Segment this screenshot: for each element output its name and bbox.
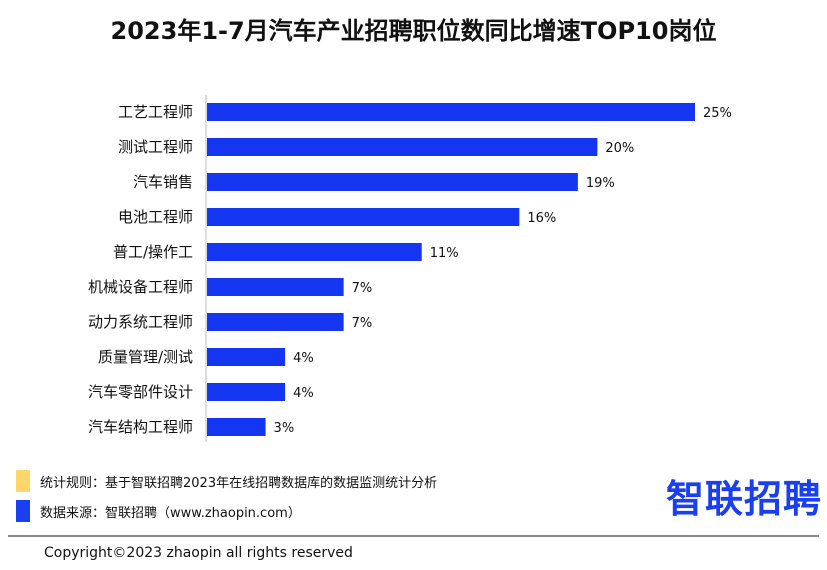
bar xyxy=(207,138,598,156)
bar xyxy=(207,208,520,226)
legend-swatch-blue xyxy=(16,500,30,522)
bar xyxy=(207,103,695,121)
category-label: 动力系统工程师 xyxy=(88,313,193,331)
chart-title: 2023年1-7月汽车产业招聘职位数同比增速TOP10岗位 xyxy=(110,17,717,45)
legend-swatch-yellow xyxy=(16,470,30,492)
category-label: 质量管理/测试 xyxy=(98,348,193,366)
note-rule-text: 统计规则：基于智联招聘2023年在线招聘数据库的数据监测统计分析 xyxy=(40,475,438,491)
value-label: 3% xyxy=(274,421,295,436)
category-label: 电池工程师 xyxy=(118,208,193,226)
bar xyxy=(207,418,266,436)
divider xyxy=(8,535,819,537)
bar xyxy=(207,383,286,401)
bar xyxy=(207,278,344,296)
bar xyxy=(207,348,286,366)
value-label: 7% xyxy=(352,316,373,331)
bar xyxy=(207,313,344,331)
category-label: 汽车销售 xyxy=(133,173,193,191)
value-label: 7% xyxy=(352,281,373,296)
copyright: Copyright©2023 zhaopin all rights reserv… xyxy=(44,545,353,561)
value-label: 16% xyxy=(527,211,556,226)
bar xyxy=(207,173,578,191)
category-label: 汽车结构工程师 xyxy=(88,418,193,436)
category-label: 普工/操作工 xyxy=(113,243,193,261)
value-label: 19% xyxy=(586,176,615,191)
value-label: 25% xyxy=(703,106,732,121)
bar-chart: 工艺工程师 25% 测试工程师 20% 汽车销售 19% 电池工程师 16% 普工/操作工 11%… xyxy=(88,95,732,442)
value-label: 4% xyxy=(293,351,314,366)
bar xyxy=(207,243,422,261)
note-rule: 统计规则：基于智联招聘2023年在线招聘数据库的数据监测统计分析 xyxy=(16,470,437,492)
note-source-text: 数据来源：智联招聘（www.zhaopin.com） xyxy=(40,505,301,521)
category-label: 汽车零部件设计 xyxy=(88,383,193,401)
category-label: 工艺工程师 xyxy=(118,103,193,121)
category-label: 机械设备工程师 xyxy=(88,278,193,296)
value-label: 11% xyxy=(430,246,459,261)
note-source: 数据来源：智联招聘（www.zhaopin.com） xyxy=(16,500,301,522)
value-label: 20% xyxy=(605,141,634,156)
value-label: 4% xyxy=(293,386,314,401)
category-label: 测试工程师 xyxy=(118,138,193,156)
zhaopin-logo: 智联招聘 xyxy=(666,477,823,521)
